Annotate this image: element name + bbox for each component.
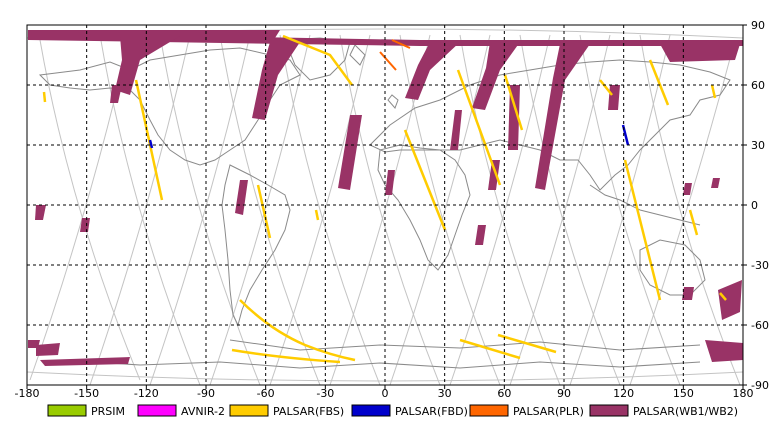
- legend-swatch: [229, 404, 269, 417]
- x-tick-label: 150: [673, 387, 694, 400]
- y-tick-label: 90: [751, 19, 765, 32]
- y-tick-label: 60: [751, 79, 765, 92]
- y-tick-label: -60: [751, 319, 769, 332]
- y-tick-label: -30: [751, 259, 769, 272]
- y-tick-label: -90: [751, 379, 769, 392]
- x-tick-label: -90: [197, 387, 215, 400]
- x-tick-label: 90: [557, 387, 571, 400]
- legend-swatch: [47, 404, 87, 417]
- map-grid: [27, 25, 743, 385]
- orbit-tracks: [26, 28, 744, 386]
- x-tick-label: -180: [15, 387, 40, 400]
- y-axis-ticks: 90 60 30 0 -30 -60 -90: [743, 19, 769, 392]
- legend: PRSIM AVNIR-2 PALSAR(FBS) PALSAR(FBD) PALSAR…: [47, 404, 738, 418]
- x-axis-ticks: -180 -150 -120 -90 -60 -30 0 30 60 90 120 150 180: [15, 385, 754, 400]
- legend-label: AVNIR-2: [181, 405, 225, 418]
- legend-swatch: [351, 404, 391, 417]
- legend-label: PRSIM: [91, 405, 125, 418]
- x-tick-label: -30: [316, 387, 334, 400]
- coastlines: [38, 37, 731, 369]
- x-tick-label: 180: [733, 387, 754, 400]
- legend-label: PALSAR(FBS): [273, 405, 344, 418]
- x-tick-label: 0: [382, 387, 389, 400]
- legend-label: PALSAR(WB1/WB2): [633, 405, 738, 418]
- legend-swatch: [589, 404, 629, 417]
- y-tick-label: 30: [751, 139, 765, 152]
- x-tick-label: -150: [74, 387, 99, 400]
- x-tick-label: 30: [438, 387, 452, 400]
- legend-label: PALSAR(FBD): [395, 405, 468, 418]
- x-tick-label: -120: [134, 387, 159, 400]
- legend-label: PALSAR(PLR): [513, 405, 584, 418]
- legend-swatch: [469, 404, 509, 417]
- x-tick-label: 60: [497, 387, 511, 400]
- palsar-fbs-swaths: [42, 34, 727, 364]
- legend-swatch: [137, 404, 177, 417]
- y-tick-label: 0: [751, 199, 758, 212]
- x-tick-label: -60: [257, 387, 275, 400]
- palsar-plr-swaths: [379, 39, 411, 71]
- x-tick-label: 120: [613, 387, 634, 400]
